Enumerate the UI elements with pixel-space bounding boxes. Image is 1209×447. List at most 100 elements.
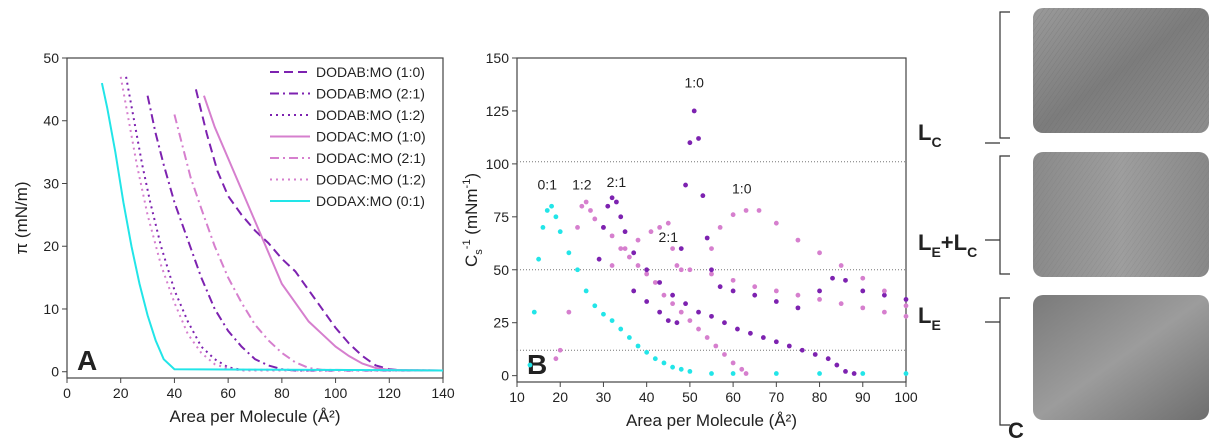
- y-axis-title-part: -1: [461, 179, 473, 189]
- data-point: [536, 256, 542, 262]
- data-point: [735, 326, 740, 332]
- micrograph-texture: [1033, 152, 1209, 277]
- data-point: [648, 229, 654, 235]
- data-point: [687, 267, 693, 273]
- legend-label: DODAC:MO (1:0): [316, 129, 426, 145]
- data-point: [860, 305, 866, 311]
- data-point: [825, 356, 831, 362]
- data-point: [903, 303, 909, 309]
- data-point: [601, 311, 606, 317]
- data-point: [592, 216, 598, 222]
- data-point: [566, 309, 572, 315]
- data-point: [903, 313, 909, 319]
- data-point: [575, 225, 580, 230]
- phase-label: LE+LC: [918, 230, 977, 260]
- data-point: [709, 267, 714, 273]
- legend-label: DODAB:MO (1:2): [316, 107, 425, 123]
- x-tick-label: 0: [63, 385, 71, 401]
- data-point: [817, 297, 822, 302]
- data-point: [773, 339, 779, 345]
- data-point: [860, 371, 866, 376]
- data-point: [704, 235, 710, 241]
- data-point: [843, 277, 848, 283]
- x-tick-label: 80: [812, 389, 828, 405]
- x-tick-label: 10: [509, 389, 525, 405]
- data-point: [540, 225, 546, 230]
- data-point: [817, 250, 822, 256]
- data-point: [817, 371, 822, 376]
- y-axis-title-part: -1: [461, 239, 473, 249]
- data-point: [609, 263, 615, 268]
- data-point: [730, 288, 736, 294]
- data-point: [544, 208, 550, 213]
- data-point: [683, 182, 688, 188]
- data-point: [743, 208, 749, 213]
- y-tick-label: 25: [493, 315, 509, 331]
- data-point: [635, 263, 641, 268]
- data-point: [730, 360, 736, 366]
- data-point: [609, 318, 615, 323]
- y-tick-label: 125: [486, 103, 510, 119]
- y-tick-label: 30: [43, 175, 59, 191]
- y-tick-label: 20: [43, 238, 59, 254]
- data-point: [709, 246, 714, 251]
- isotherm-line: [173, 114, 444, 372]
- x-tick-label: 60: [725, 389, 741, 405]
- brackets: [985, 11, 1010, 426]
- data-point: [670, 246, 675, 251]
- data-point: [838, 301, 844, 307]
- phase-label-main: +L: [941, 230, 967, 255]
- data-point: [713, 343, 719, 349]
- peak-annotation: 1:0: [684, 75, 704, 91]
- data-point: [609, 195, 615, 201]
- data-point: [834, 362, 840, 368]
- data-point: [635, 237, 641, 243]
- data-point: [557, 229, 563, 235]
- x-tick-label: 60: [220, 385, 236, 401]
- x-tick-label: 100: [324, 385, 348, 401]
- x-axis-title: Area per Molecule (Å²): [626, 411, 797, 430]
- data-point: [773, 288, 779, 294]
- y-tick-label: 40: [43, 113, 59, 129]
- data-point: [903, 371, 909, 376]
- data-point: [696, 309, 701, 315]
- x-tick-label: 20: [552, 389, 568, 405]
- peak-annotation: 2:1: [607, 174, 627, 190]
- y-tick-label: 0: [51, 364, 59, 380]
- y-tick-label: 10: [43, 301, 59, 317]
- data-point: [881, 309, 887, 315]
- data-point: [860, 288, 866, 294]
- data-point: [631, 250, 637, 256]
- data-point: [881, 292, 887, 298]
- data-point: [722, 352, 727, 357]
- data-point: [626, 335, 632, 340]
- data-point: [670, 364, 675, 370]
- data-point: [709, 313, 714, 319]
- data-point: [795, 305, 801, 311]
- phase-label-sub: C: [931, 134, 941, 150]
- data-point: [678, 366, 684, 372]
- data-point: [609, 233, 615, 239]
- data-point: [722, 320, 727, 326]
- data-point: [838, 263, 844, 268]
- data-point: [760, 335, 766, 340]
- data-point: [674, 320, 680, 326]
- data-point: [752, 284, 758, 290]
- y-tick-label: 50: [43, 50, 59, 66]
- x-tick-label: 30: [596, 389, 612, 405]
- data-point: [752, 292, 758, 298]
- data-point: [622, 246, 628, 251]
- data-point: [717, 284, 723, 290]
- data-point: [860, 275, 866, 281]
- y-tick-label: 100: [486, 156, 510, 172]
- y-axis-title: π (mN/m): [12, 181, 31, 254]
- phase-label: LC: [918, 120, 942, 150]
- y-axis-title: Cs-1 (mNm-1): [461, 173, 485, 267]
- data-point: [575, 267, 580, 273]
- data-point: [670, 292, 675, 298]
- data-point: [531, 309, 537, 315]
- data-point: [661, 360, 667, 366]
- data-point: [687, 318, 693, 323]
- data-point: [644, 349, 650, 355]
- data-point: [748, 330, 753, 336]
